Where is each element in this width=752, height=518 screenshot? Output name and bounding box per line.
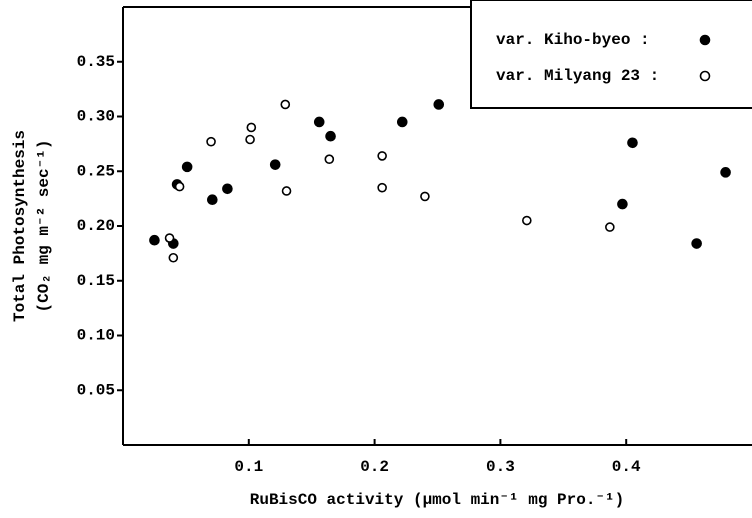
x-tick-label: 0.4 [612, 458, 641, 476]
scatter-point [377, 182, 387, 193]
legend-box [470, 0, 752, 109]
y-tick-label: 0.15 [77, 272, 115, 290]
y-tick-label: 0.35 [77, 53, 115, 71]
y-axis-label: Total Photosynthesis [11, 130, 29, 322]
y-axis-label: (CO₂ mg m⁻² sec⁻¹) [35, 140, 53, 313]
scatter-point [207, 194, 218, 206]
scatter-point [433, 99, 445, 110]
legend-label: var. Kiho-byeo : [496, 31, 650, 49]
scatter-point [325, 130, 336, 142]
scatter-point [377, 151, 387, 161]
scatter-point [206, 136, 216, 147]
x-tick-label: 0.2 [360, 458, 389, 476]
y-tick-label: 0.05 [77, 381, 115, 399]
scatter-point [281, 186, 292, 196]
scatter-point [691, 238, 702, 249]
scatter-point [174, 181, 185, 192]
x-axis-label: RuBisCO activity (μmol min⁻¹ mg Pro.⁻¹) [250, 491, 625, 509]
x-tick-label: 0.1 [234, 458, 263, 476]
legend-marker [699, 70, 711, 82]
scatter-point [269, 159, 281, 170]
y-tick-label: 0.30 [77, 108, 115, 126]
scatter-point [245, 134, 255, 145]
y-tick-label: 0.20 [77, 217, 115, 235]
legend-marker [699, 34, 711, 46]
scatter-point [280, 99, 291, 110]
x-tick-label: 0.3 [486, 458, 515, 476]
scatter-point [168, 252, 179, 263]
scatter-point [522, 215, 532, 226]
scatter-point [164, 233, 175, 243]
scatter-point [222, 183, 233, 195]
scatter-point [605, 222, 615, 232]
scatter-point [396, 116, 408, 128]
scatter-point [617, 198, 628, 210]
scatter-point [181, 161, 193, 173]
scatter-point [313, 116, 325, 128]
scatter-point [627, 137, 638, 149]
scatter-point [246, 122, 257, 133]
y-tick-label: 0.25 [77, 162, 115, 180]
y-tick-label: 0.10 [77, 327, 115, 345]
scatter-point [720, 167, 731, 178]
scatter-point [324, 154, 335, 165]
scatter-point [420, 191, 430, 202]
scatter-point [149, 234, 160, 246]
legend-label: var. Milyang 23 : [496, 67, 659, 85]
